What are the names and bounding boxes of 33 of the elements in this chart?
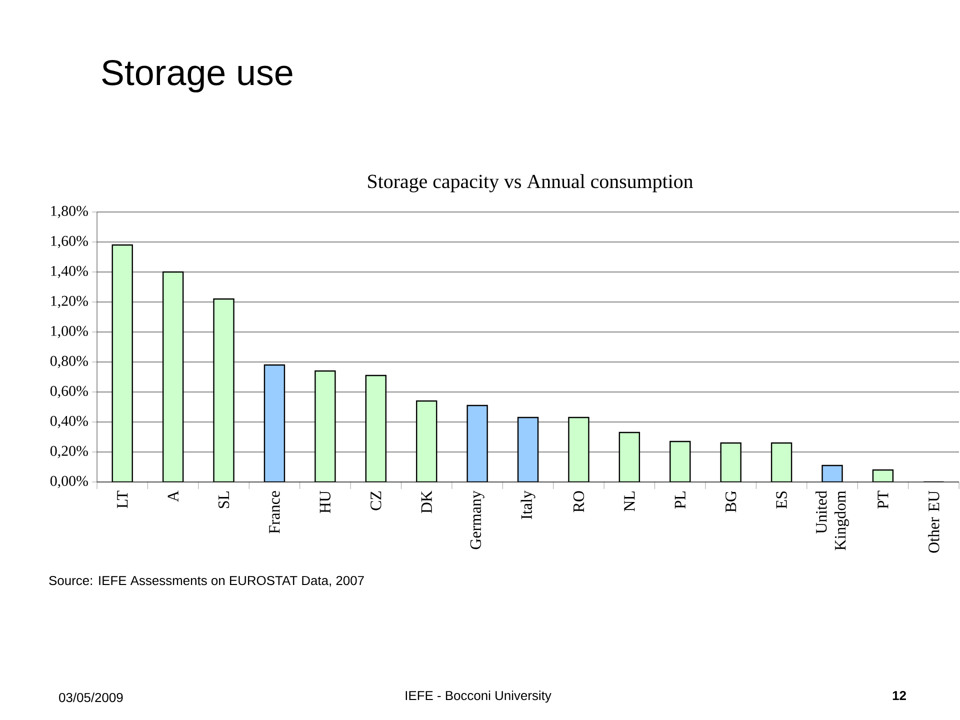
y-tick-label: 0,60% [50,386,88,398]
x-tick-label: A [168,490,178,502]
chart-title: Storage use [102,60,292,92]
y-tick-label: 1,80% [51,206,88,218]
x-tick-label: Other EU [928,490,940,553]
text: 12 [892,690,906,700]
x-tick-label: France [269,491,280,534]
x-tick-label: BG [725,491,736,512]
x-tick-label: PL [674,491,686,509]
text: IEFE - Bocconi University [406,690,552,703]
y-tick-label: 1,20% [51,296,88,308]
y-tick-label: 1,60% [51,236,88,248]
chart-subtitle: Storage capacity vs Annual consumption [368,174,693,192]
x-tick-label: United Kingdom [816,490,849,550]
x-tick-label: ES [776,491,787,509]
x-tick-label: CZ [370,491,382,510]
source-note: Source: IEFE Assessments on EUROSTAT Data, 2007 [49,576,364,587]
x-tick-label: RO [573,491,584,512]
x-tick-label: NL [624,491,635,512]
y-tick-label: 0,40% [50,416,88,428]
x-tick-label: SL [218,491,230,508]
y-tick-label: 0,80% [50,356,88,368]
x-tick-label: PT [878,490,888,509]
x-tick-label: Germany [470,490,484,550]
y-tick-label: 1,40% [51,266,88,278]
y-tick-label: 1,00% [51,326,88,338]
x-tick-label: HU [320,490,330,514]
x-tick-label: LT [117,490,128,508]
x-tick-label: Italy [520,490,536,520]
text: 03/05/2009 [59,692,123,702]
y-tick-label: 0,20% [50,446,88,458]
y-tick-label: 0,00% [50,476,88,488]
x-tick-label: DK [421,490,432,514]
